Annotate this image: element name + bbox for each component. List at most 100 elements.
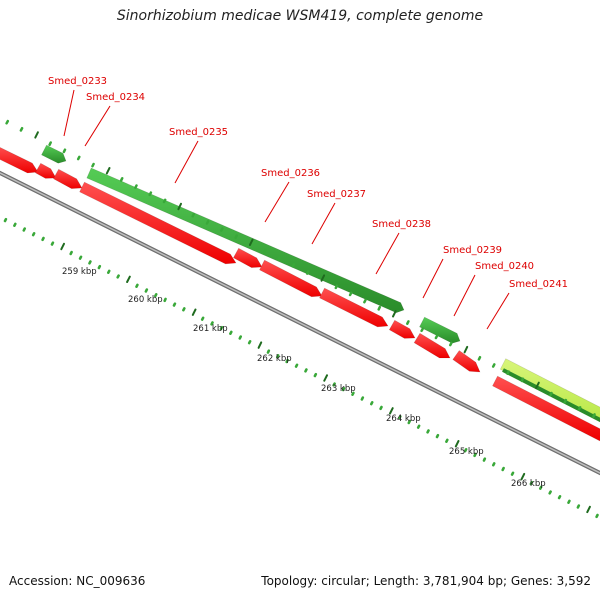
upper-minor-tick	[119, 177, 124, 182]
upper-minor-tick	[162, 198, 167, 204]
ruler-minor-tick	[31, 232, 36, 237]
gene-label: Smed_0235	[169, 127, 228, 138]
ruler-minor-tick	[379, 405, 383, 411]
ruler-minor-tick	[332, 382, 336, 387]
ruler-minor-tick	[163, 297, 167, 303]
ruler-minor-tick	[275, 354, 280, 359]
ruler-minor-tick	[69, 250, 73, 256]
upper-minor-tick	[491, 363, 496, 368]
ruler-minor-tick	[491, 462, 496, 467]
gene-label: Smed_0234	[86, 92, 145, 103]
ruler-label-kbp: 262 kbp	[257, 354, 292, 364]
upper-minor-tick	[19, 126, 24, 132]
ruler-minor-tick	[116, 274, 120, 279]
upper-major-tick	[34, 131, 39, 139]
ruler-minor-tick	[238, 335, 242, 340]
upper-minor-tick	[406, 320, 410, 325]
ruler-minor-tick	[107, 269, 111, 275]
ruler-minor-tick	[463, 447, 468, 453]
gene-label-leader-line	[422, 258, 444, 299]
upper-major-tick	[105, 167, 111, 175]
ruler-minor-tick	[510, 471, 515, 476]
ruler-minor-tick	[144, 288, 149, 293]
ruler-minor-tick	[219, 325, 224, 331]
ruler-minor-tick	[360, 396, 365, 401]
length-label: Length:	[373, 574, 420, 588]
forward-gene-0	[41, 144, 67, 164]
ruler-label-kbp: 259 kbp	[62, 267, 97, 277]
ruler-major-tick	[323, 374, 328, 382]
ruler-minor-tick	[435, 433, 440, 439]
reverse-gene-2	[52, 168, 83, 189]
ruler-label-kbp: 266 kbp	[511, 479, 546, 489]
ruler-minor-tick	[285, 358, 289, 364]
upper-major-tick	[320, 274, 326, 282]
ruler-minor-tick	[304, 368, 308, 373]
ruler-label-kbp: 260 kbp	[128, 295, 163, 305]
ruler-minor-tick	[154, 292, 158, 298]
ruler-major-tick	[454, 440, 460, 448]
ruler-minor-tick	[482, 457, 487, 462]
ruler-minor-tick	[538, 485, 543, 490]
upper-major-tick	[463, 345, 469, 354]
gene-label: Smed_0238	[372, 219, 431, 230]
upper-minor-tick	[434, 334, 439, 340]
upper-major-tick	[535, 381, 540, 390]
ruler-minor-tick	[294, 363, 299, 368]
ruler-minor-tick	[247, 339, 252, 345]
gene-label: Smed_0239	[443, 245, 502, 256]
ruler-minor-tick	[13, 222, 17, 227]
ruler-minor-tick	[182, 307, 186, 312]
ruler-label-kbp: 261 kbp	[193, 324, 228, 334]
genome-title: Sinorhizobium medicae WSM419, complete g…	[116, 8, 484, 24]
ruler-minor-tick	[567, 499, 571, 505]
gene-label-leader-line	[311, 202, 336, 245]
upper-minor-tick	[563, 398, 568, 404]
reverse-gene-0	[0, 147, 39, 174]
ruler-minor-tick	[426, 429, 430, 434]
gene-label-leader-line	[84, 105, 111, 147]
ruler-minor-tick	[369, 400, 374, 406]
ruler-minor-tick	[501, 466, 505, 472]
ruler-minor-tick	[3, 217, 8, 223]
reverse-gene-5	[259, 259, 323, 298]
reverse-gene-10	[492, 375, 600, 442]
upper-minor-tick	[520, 377, 525, 383]
ruler-minor-tick	[473, 452, 477, 458]
gene-label-leader-line	[375, 232, 400, 275]
ruler-major-tick	[520, 472, 526, 481]
gene-label-leader-line	[174, 140, 199, 184]
ruler-minor-tick	[398, 415, 402, 420]
ruler-label-kbp: 264 kbp	[386, 414, 421, 424]
upper-minor-tick	[334, 284, 339, 290]
accession-footer: Accession: NC_009636	[9, 574, 145, 588]
topology-value: circular	[321, 574, 366, 588]
gene-label-leader-line	[264, 181, 290, 223]
reverse-gene-6	[319, 287, 389, 328]
upper-major-tick	[248, 238, 254, 246]
ruler-minor-tick	[50, 241, 55, 246]
topology-label: Topology:	[261, 574, 318, 588]
genes-value: 3,592	[556, 574, 591, 588]
gene-label-leader-line	[486, 292, 510, 330]
upper-minor-tick	[234, 234, 238, 240]
ruler-minor-tick	[351, 391, 355, 397]
ruler-minor-tick	[529, 480, 534, 486]
upper-major-tick	[392, 310, 397, 318]
upper-minor-tick	[205, 220, 210, 225]
upper-minor-tick	[577, 406, 582, 411]
upper-minor-tick	[262, 248, 267, 254]
upper-major-tick	[177, 202, 182, 211]
upper-minor-tick	[62, 148, 67, 154]
accession-value: NC_009636	[76, 574, 146, 588]
upper-minor-tick	[5, 119, 10, 125]
genome-backbone-highlight	[0, 172, 600, 474]
upper-minor-tick	[363, 298, 367, 304]
gene-label: Smed_0241	[509, 279, 568, 290]
ruler-minor-tick	[266, 349, 271, 354]
forward-gene-1	[86, 167, 405, 314]
ruler-minor-tick	[135, 283, 139, 289]
upper-minor-tick	[91, 162, 95, 168]
